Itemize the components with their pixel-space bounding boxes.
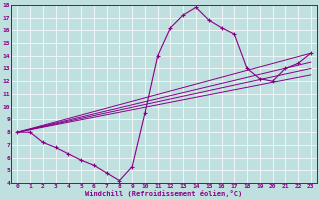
X-axis label: Windchill (Refroidissement éolien,°C): Windchill (Refroidissement éolien,°C) xyxy=(85,190,243,197)
